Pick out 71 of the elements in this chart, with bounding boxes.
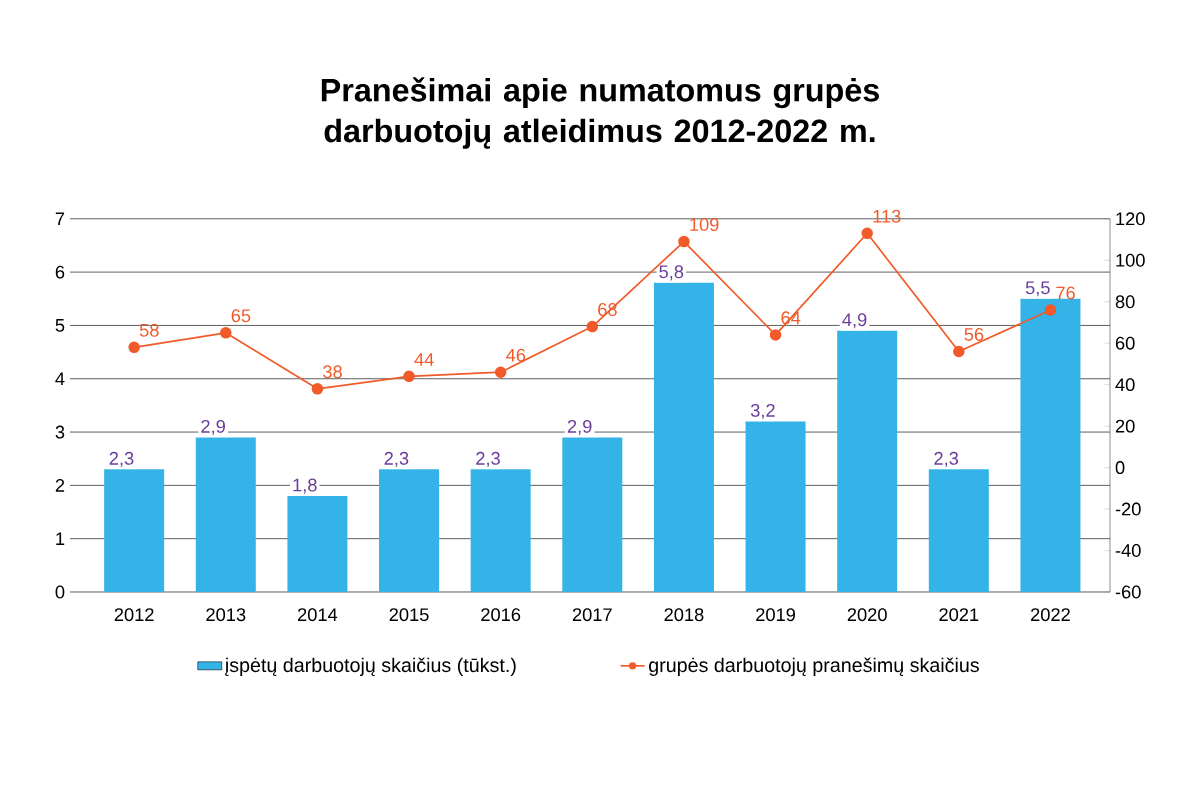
x-tick-label: 2013: [206, 608, 246, 622]
data-label: 1,8: [293, 478, 317, 494]
point: [403, 370, 415, 383]
y-tick-label: 2: [55, 478, 65, 492]
bar: [287, 496, 348, 592]
y2-tick-label: -40: [1115, 544, 1141, 557]
bar: [470, 469, 531, 592]
x-tick-label: 2014: [298, 608, 338, 622]
x-tick-label: 2017: [572, 608, 612, 622]
x-tick-label: 2020: [847, 608, 887, 622]
data-label: 2,3: [384, 451, 409, 467]
x-tick-label: 2021: [939, 608, 979, 622]
point: [1044, 304, 1057, 316]
x-tick-label: 2018: [664, 608, 704, 622]
bar: [745, 421, 806, 592]
x-tick-label: 2016: [481, 608, 521, 622]
point: [494, 366, 507, 378]
point: [220, 327, 232, 339]
y-tick-label: 5: [55, 319, 65, 332]
y2-tick-label: 60: [1115, 336, 1135, 350]
data-label: 44: [414, 353, 434, 366]
bar: [1020, 298, 1081, 592]
data-label: 109: [690, 218, 719, 231]
data-label: 3,2: [750, 403, 775, 419]
point: [678, 235, 690, 248]
y2-tick-label: 20: [1115, 419, 1135, 433]
data-label: 113: [873, 209, 901, 223]
bar: [195, 437, 256, 592]
y-tick-label: 3: [55, 425, 65, 439]
bar: [104, 469, 165, 592]
y2-tick-label: 100: [1116, 253, 1145, 267]
legend-label: grupės darbuotojų pranešimų skaičius: [649, 657, 979, 677]
y-tick-label: 4: [55, 372, 65, 386]
data-label: 5,5: [1025, 281, 1050, 297]
point: [311, 383, 324, 395]
point: [128, 341, 140, 354]
y-tick-label: 0: [55, 585, 65, 599]
data-label: 76: [1056, 286, 1075, 300]
bar: [928, 469, 989, 592]
y2-tick-label: 120: [1116, 212, 1145, 226]
y-tick-label: 6: [55, 265, 65, 279]
data-label: 58: [139, 323, 159, 337]
data-label: 2,3: [476, 451, 500, 467]
chart-title: Pranešimai apie numatomus grupės darbuotojų atleidimus 2012-2022 m.: [321, 77, 879, 149]
point: [953, 345, 965, 358]
x-tick-label: 2022: [1031, 608, 1070, 622]
y2-tick-label: 0: [1115, 461, 1125, 475]
data-label: 2,3: [109, 451, 134, 467]
data-label: 56: [964, 327, 984, 341]
data-label: 38: [323, 365, 342, 379]
y2-tick-label: 80: [1115, 295, 1135, 309]
x-tick-label: 2019: [756, 608, 796, 622]
y2-tick-label: -60: [1115, 585, 1141, 599]
point: [586, 320, 599, 333]
y2-tick-label: 40: [1115, 378, 1135, 392]
point: [861, 227, 873, 240]
y2-tick-label: -20: [1115, 502, 1141, 516]
bar: [379, 469, 440, 592]
data-label: 4,9: [842, 313, 867, 329]
data-label: 2,9: [567, 419, 592, 435]
data-label: 46: [506, 348, 526, 362]
data-label: 65: [231, 309, 251, 323]
data-label: 2,9: [201, 419, 225, 435]
x-tick-label: 2012: [114, 608, 154, 622]
x-tick-label: 2015: [389, 608, 429, 622]
y-tick-label: 1: [56, 532, 65, 545]
data-label: 5,8: [659, 265, 684, 281]
y-tick-label: 7: [55, 212, 65, 226]
point: [769, 329, 782, 341]
data-label: 2,3: [934, 451, 959, 467]
legend-label: įspėtų darbuotojų skaičius (tūkst.): [225, 657, 516, 677]
